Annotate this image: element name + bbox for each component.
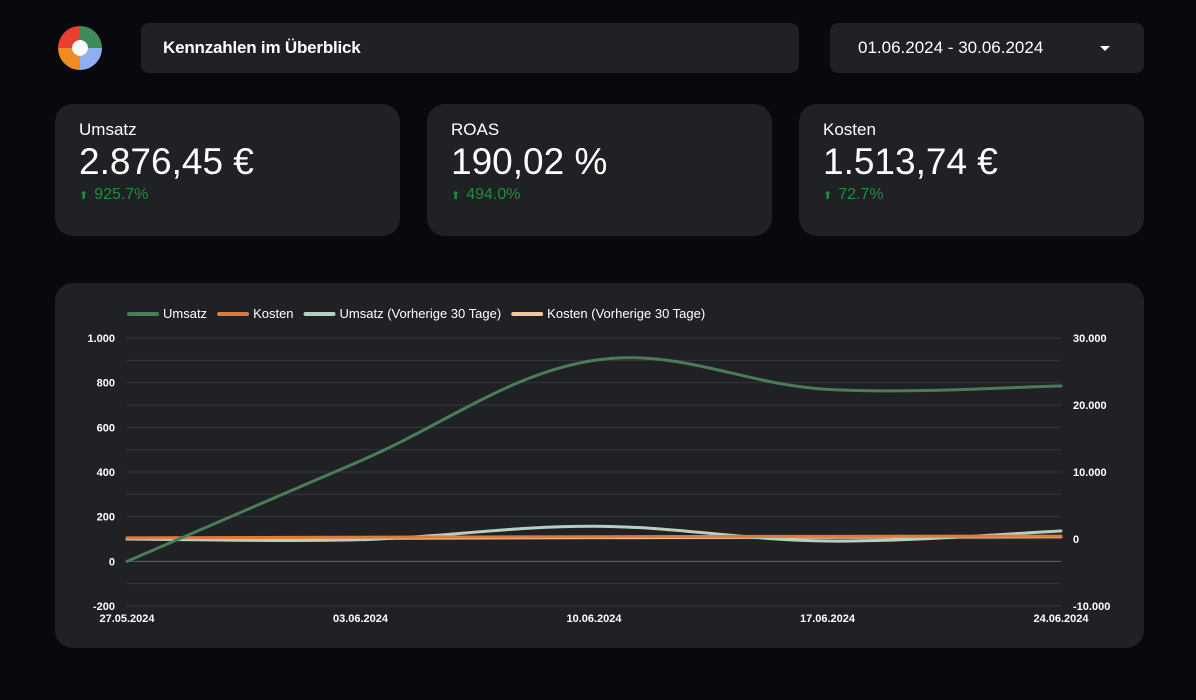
kpi-delta-value: 925.7%: [94, 186, 149, 203]
legend-label: Umsatz: [163, 306, 207, 321]
y-right-tick-label: 0: [1073, 534, 1079, 546]
x-tick-label: 24.06.2024: [1033, 613, 1089, 625]
kpi-delta: ⬆ 925.7%: [79, 186, 376, 204]
kpi-card-kosten: Kosten 1.513,74 € ⬆ 72.7%: [799, 104, 1144, 236]
series-line-2: [125, 524, 1063, 543]
page-title-bar: Kennzahlen im Überblick: [141, 23, 799, 73]
legend-label: Kosten: [253, 306, 293, 321]
kpi-label: Umsatz: [79, 120, 137, 139]
y-left-tick-label: 800: [97, 378, 115, 390]
kpi-delta-value: 72.7%: [838, 186, 884, 203]
y-left-tick-label: 600: [97, 422, 115, 434]
x-tick-label: 10.06.2024: [566, 613, 622, 625]
arrow-up-icon: ⬆: [79, 189, 89, 202]
page-title: Kennzahlen im Überblick: [163, 38, 361, 57]
y-right-tick-label: 20.000: [1073, 400, 1107, 412]
series-line-1: [125, 534, 1063, 540]
arrow-up-icon: ⬆: [451, 189, 461, 202]
y-left-tick-label: 0: [109, 556, 115, 568]
x-tick-label: 17.06.2024: [800, 613, 856, 625]
legend-label: Umsatz (Vorherige 30 Tage): [340, 306, 502, 321]
kpi-delta: ⬆ 494.0%: [451, 186, 748, 204]
date-range-value: 01.06.2024 - 30.06.2024: [858, 38, 1044, 57]
kpi-value: 190,02 %: [451, 141, 608, 182]
legend-label: Kosten (Vorherige 30 Tage): [547, 306, 705, 321]
line-chart: 1.000 800 600 400 200 0 -200 30.000 20.000 10.000…: [87, 306, 1110, 625]
kpi-value: 1.513,74 €: [823, 141, 998, 182]
brand-logo-icon: [58, 26, 102, 70]
kpi-value: 2.876,45 €: [79, 141, 254, 182]
caret-down-icon[interactable]: [1100, 46, 1110, 51]
kpi-delta: ⬆ 72.7%: [823, 186, 1120, 204]
kpi-delta-value: 494.0%: [466, 186, 521, 203]
y-right-tick-label: 10.000: [1073, 467, 1107, 479]
x-tick-label: 27.05.2024: [99, 613, 155, 625]
y-left-tick-label: -200: [93, 601, 115, 613]
series-line-0: [125, 356, 1063, 563]
chart-panel: 1.000 800 600 400 200 0 -200 30.000 20.000 10.000…: [55, 283, 1144, 648]
y-left-tick-label: 400: [97, 467, 115, 479]
y-right-tick-label: 30.000: [1073, 333, 1107, 345]
date-range-picker[interactable]: 01.06.2024 - 30.06.2024: [830, 23, 1144, 73]
kpi-label: ROAS: [451, 120, 500, 139]
kpi-card-roas: ROAS 190,02 % ⬆ 494.0%: [427, 104, 772, 236]
kpi-label: Kosten: [823, 120, 876, 139]
y-right-tick-label: -10.000: [1073, 601, 1110, 613]
kpi-card-umsatz: Umsatz 2.876,45 € ⬆ 925.7%: [55, 104, 400, 236]
x-tick-label: 03.06.2024: [333, 613, 389, 625]
y-left-tick-label: 1.000: [87, 333, 115, 345]
y-left-tick-label: 200: [97, 512, 115, 524]
arrow-up-icon: ⬆: [823, 189, 833, 202]
